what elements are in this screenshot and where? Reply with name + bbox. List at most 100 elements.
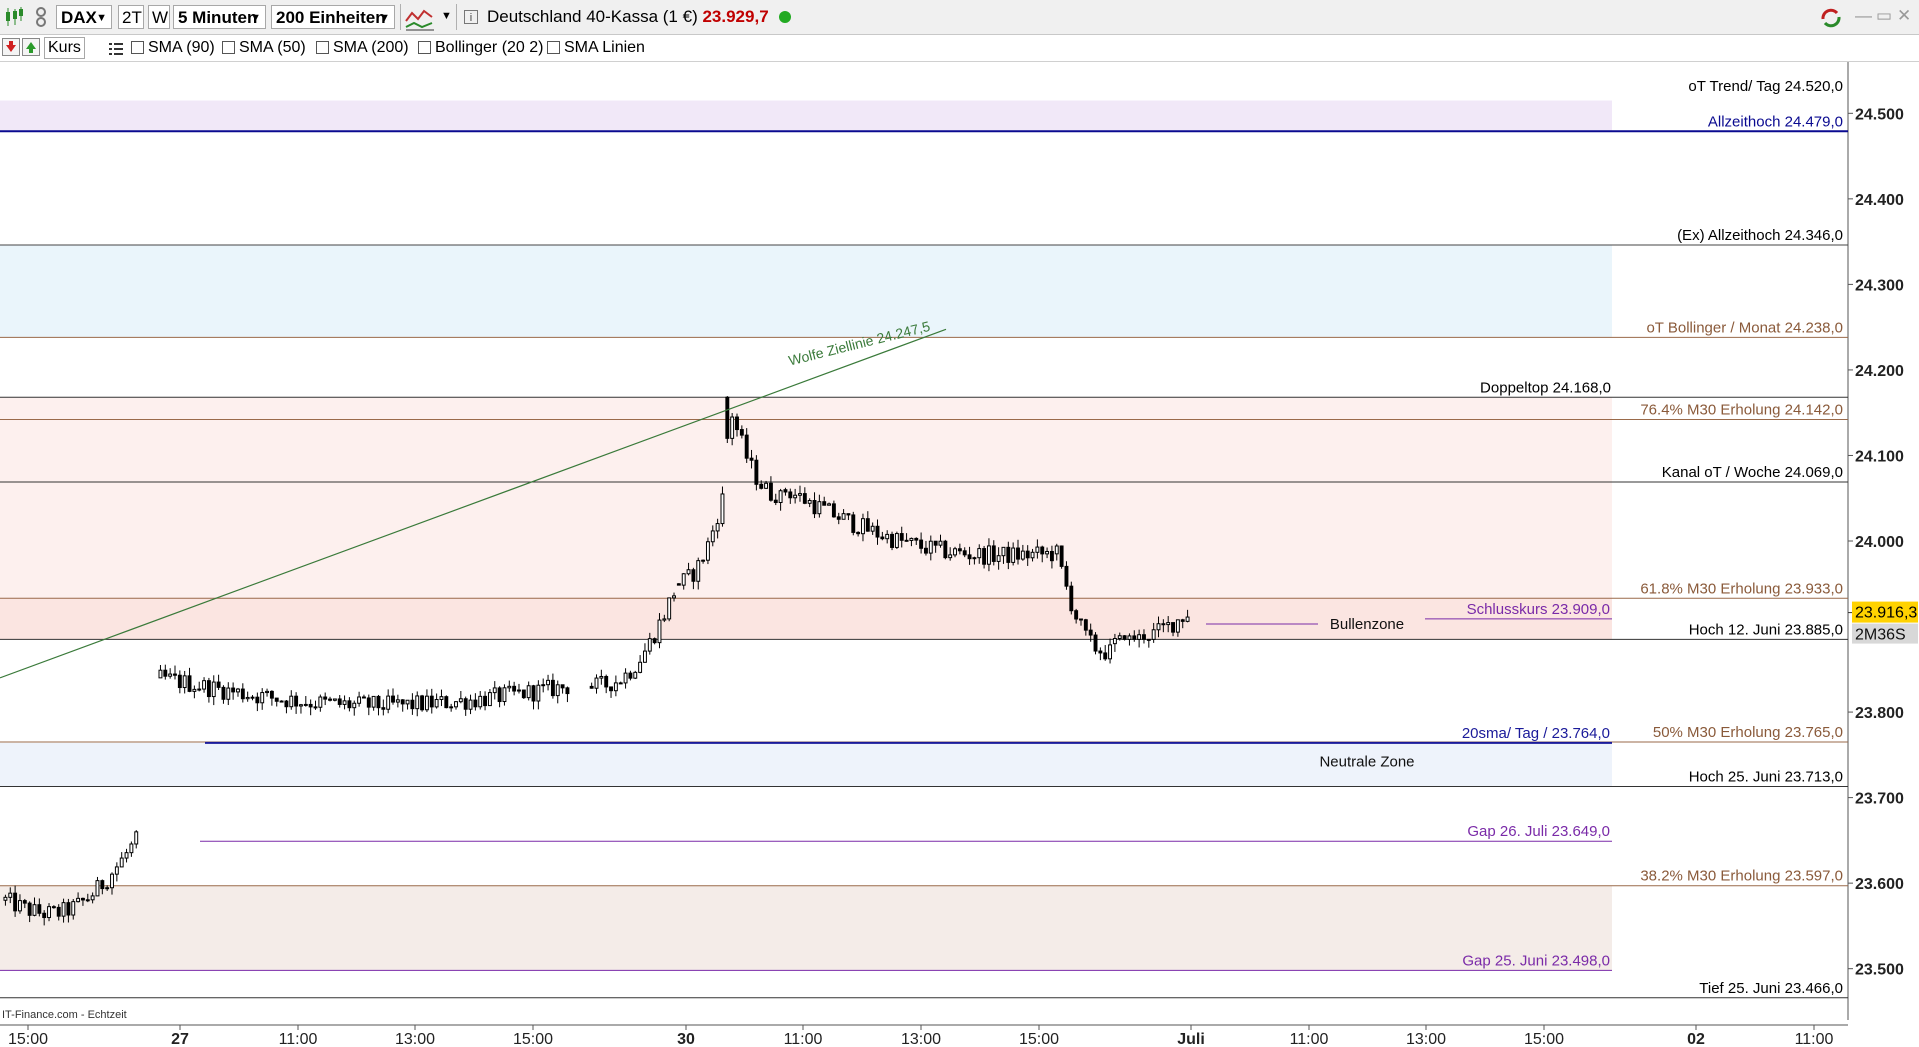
- candle-body: [85, 899, 90, 902]
- candle-body: [483, 695, 488, 707]
- candle-body: [914, 537, 919, 541]
- candle-body: [90, 895, 95, 901]
- candle-body: [429, 695, 434, 708]
- candle-body: [410, 699, 415, 710]
- candle-body: [265, 690, 270, 694]
- candle-body: [662, 618, 667, 621]
- instrument-price: 23.929,7: [702, 7, 769, 26]
- candle-body: [880, 536, 885, 540]
- units-select[interactable]: 200 Einheiten ▼: [271, 5, 395, 29]
- candle-body: [347, 700, 352, 709]
- candle-body: [1030, 551, 1035, 559]
- x-tick-label: 11:00: [784, 1031, 823, 1047]
- y-tick-label: 24.000: [1855, 534, 1904, 551]
- candle-body: [1132, 635, 1137, 640]
- candle-body: [1049, 550, 1054, 562]
- candle-body: [773, 499, 778, 504]
- level-label: oT Bollinger / Monat 24.238,0: [1646, 319, 1843, 336]
- level-label: 61.8% M30 Erholung 23.933,0: [1640, 580, 1843, 597]
- y-tick-label: 24.400: [1855, 192, 1904, 209]
- candle-body: [541, 684, 546, 687]
- checkbox-icon[interactable]: [316, 41, 329, 54]
- minimize-icon[interactable]: —: [1855, 6, 1872, 25]
- candle-body: [1045, 550, 1050, 555]
- candle-body: [386, 695, 391, 710]
- candle-body: [512, 685, 517, 692]
- candle-body: [231, 687, 236, 693]
- settings-icon[interactable]: [34, 6, 48, 28]
- candle-body: [725, 396, 730, 439]
- candle-body: [1151, 629, 1156, 640]
- candle-body: [565, 687, 570, 695]
- indicator-label: SMA (50): [239, 39, 306, 56]
- x-tick-label: 15:00: [513, 1031, 553, 1047]
- symbol-select[interactable]: DAX ▼: [56, 5, 112, 29]
- candle-body: [216, 681, 221, 688]
- kurs-label[interactable]: Kurs: [44, 37, 85, 59]
- candle-body: [909, 537, 914, 541]
- candle-body: [255, 696, 260, 704]
- arrow-up-green-icon[interactable]: [22, 38, 40, 56]
- candle-body: [768, 482, 773, 501]
- chevron-down-icon: ▼: [379, 12, 390, 24]
- candle-body: [357, 696, 362, 704]
- candle-body: [1117, 635, 1122, 640]
- candle-body: [318, 696, 323, 708]
- candle-body: [856, 531, 861, 535]
- current-price-label: 23.916,3: [1855, 605, 1917, 622]
- indicator-sma200[interactable]: SMA (200): [316, 37, 409, 59]
- candle-body: [71, 901, 76, 916]
- candle-body: [996, 555, 1001, 562]
- candle-body: [928, 540, 933, 554]
- indicator-bollinger[interactable]: Bollinger (20 2): [418, 37, 544, 59]
- level-label: 50% M30 Erholung 23.765,0: [1653, 724, 1843, 741]
- candle-body: [391, 695, 395, 703]
- candle-body: [1156, 623, 1161, 631]
- level-label: 76.4% M30 Erholung 24.142,0: [1640, 402, 1843, 419]
- arrow-down-red-icon[interactable]: [2, 38, 20, 56]
- candle-body: [705, 541, 710, 561]
- candle-body: [468, 699, 473, 710]
- restore-icon[interactable]: ▭: [1876, 6, 1893, 25]
- candle-body: [735, 416, 739, 431]
- level-label: Tief 25. Juni 23.466,0: [1699, 980, 1843, 997]
- candle-body: [27, 902, 32, 916]
- chevron-down-icon[interactable]: ▼: [441, 10, 452, 22]
- list-icon[interactable]: [108, 41, 124, 57]
- checkbox-icon[interactable]: [418, 41, 431, 54]
- candle-body: [80, 897, 85, 901]
- close-icon[interactable]: ✕: [1897, 6, 1912, 25]
- range-w-button[interactable]: W: [148, 5, 170, 29]
- candle-body: [1127, 635, 1132, 640]
- interval-select[interactable]: 5 Minuten ▼: [173, 5, 266, 29]
- indicator-sma90[interactable]: SMA (90): [131, 37, 215, 59]
- candle-body: [163, 669, 168, 677]
- checkbox-icon[interactable]: [547, 41, 560, 54]
- candle-body: [250, 696, 255, 699]
- candle-body: [764, 482, 769, 489]
- candlestick-style-icon[interactable]: [4, 6, 24, 28]
- y-tick-label: 24.200: [1855, 363, 1904, 380]
- candle-body: [613, 682, 618, 692]
- price-chart[interactable]: 24.500 24.400 24.300 24.200 24.100 24.000 23.8…: [0, 62, 1919, 1047]
- candle-body: [236, 688, 240, 693]
- range-2t-button[interactable]: 2T: [118, 5, 144, 29]
- indicator-sma50[interactable]: SMA (50): [222, 37, 306, 59]
- refresh-icon[interactable]: [1817, 5, 1845, 31]
- indicator-sma-lines[interactable]: SMA Linien: [547, 37, 645, 59]
- checkbox-icon[interactable]: [222, 41, 235, 54]
- info-icon[interactable]: i: [464, 10, 478, 24]
- indicator-chart-icon[interactable]: [404, 5, 436, 31]
- symbol-label: DAX: [61, 8, 97, 27]
- price-axis-panel: [1848, 62, 1919, 1020]
- candle-body: [870, 525, 875, 532]
- candle-body: [681, 573, 686, 586]
- x-tick-label: 30: [677, 1031, 695, 1047]
- candle-body: [1069, 585, 1074, 612]
- zone-label: Bullenzone: [1330, 616, 1404, 633]
- candle-body: [536, 684, 541, 702]
- candle-body: [865, 518, 870, 532]
- candle-body: [1137, 634, 1142, 640]
- candle-body: [798, 493, 802, 496]
- checkbox-icon[interactable]: [131, 41, 144, 54]
